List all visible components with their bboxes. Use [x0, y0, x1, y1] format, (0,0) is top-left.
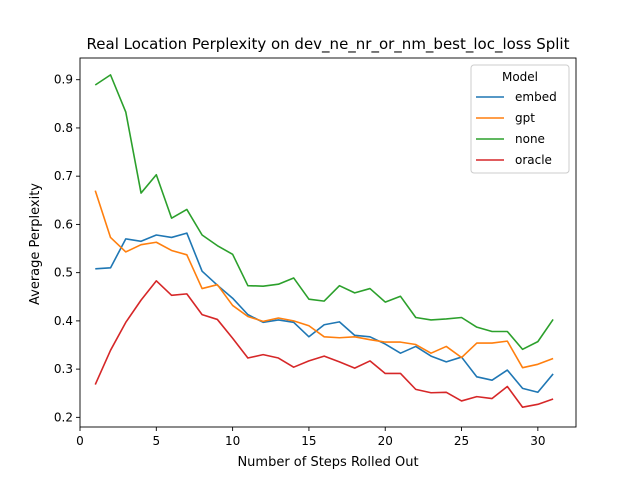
- x-tick-label: 0: [76, 434, 84, 448]
- legend-label-gpt: gpt: [515, 111, 535, 125]
- legend: Model embed gpt none oracle: [470, 64, 570, 174]
- x-tick-label: 25: [454, 434, 469, 448]
- plot-frame: [79, 57, 577, 428]
- series-line-oracle: [94, 280, 554, 409]
- y-tick-label: 0.5: [54, 266, 73, 280]
- y-tick-label: 0.3: [54, 362, 73, 376]
- series-line-none: [94, 74, 554, 351]
- series-line-embed: [95, 232, 554, 394]
- x-axis-label: Number of Steps Rolled Out: [237, 455, 418, 470]
- y-tick-label: 0.7: [54, 169, 73, 183]
- x-tick-label: 5: [152, 434, 160, 448]
- x-tick-label: 30: [530, 434, 545, 448]
- x-tick-label: 20: [378, 434, 393, 448]
- legend-box: [470, 64, 570, 174]
- y-tick-label: 0.9: [54, 73, 73, 87]
- plot-area: [94, 74, 554, 409]
- legend-label-embed: embed: [515, 90, 557, 104]
- legend-title: Model: [502, 70, 538, 84]
- y-axis-label: Average Perplexity: [28, 183, 43, 305]
- series-line-gpt: [94, 190, 554, 369]
- y-tick-label: 0.8: [54, 121, 73, 135]
- y-tick-label: 0.6: [54, 217, 73, 231]
- x-tick-label: 15: [301, 434, 316, 448]
- y-tick-label: 0.4: [54, 314, 73, 328]
- axes: 0 5 10 15 20 25 30 0.2 0.3 0.4 0.5 0.6 0.7 0.8 0.9: [54, 57, 577, 448]
- x-tick-label: 10: [225, 434, 240, 448]
- legend-label-oracle: oracle: [515, 153, 552, 167]
- legend-label-none: none: [515, 132, 545, 146]
- chart-title: Real Location Perplexity on dev_ne_nr_or…: [87, 35, 570, 54]
- y-tick-label: 0.2: [54, 410, 73, 424]
